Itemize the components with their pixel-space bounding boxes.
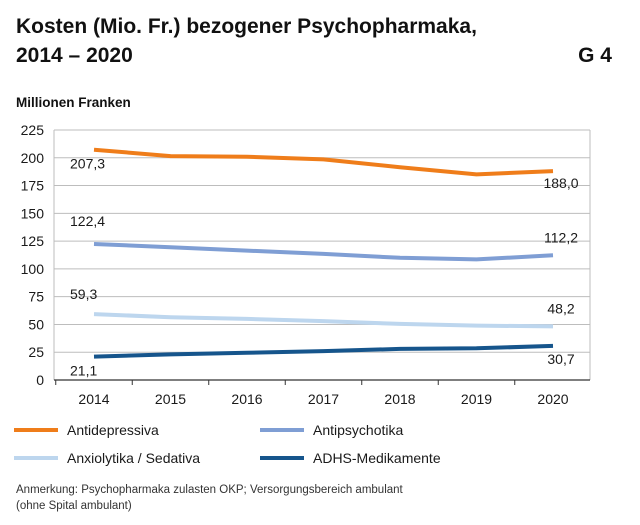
series-line-2 bbox=[93, 242, 554, 262]
data-label-last-2: 112,2 bbox=[544, 229, 578, 245]
figure-code: G 4 bbox=[578, 44, 612, 67]
data-label-first-3: 59,3 bbox=[70, 286, 97, 302]
y-tick-label: 25 bbox=[28, 344, 44, 360]
y-tick-label: 150 bbox=[21, 205, 45, 221]
data-label-first-2: 122,4 bbox=[70, 213, 105, 229]
data-label-last-1: 188,0 bbox=[543, 175, 578, 191]
y-tick-label: 75 bbox=[28, 289, 44, 305]
chart-title-line-1: Kosten (Mio. Fr.) bezogener Psychopharma… bbox=[16, 15, 477, 38]
x-tick-label: 2016 bbox=[231, 391, 262, 407]
y-tick-label: 175 bbox=[21, 178, 45, 194]
legend-item-adhs: ADHS-Medikamente bbox=[260, 450, 441, 466]
data-label-first-1: 207,3 bbox=[70, 156, 105, 172]
legend-item-antidepressiva: Antidepressiva bbox=[14, 422, 159, 438]
chart-title: Kosten (Mio. Fr.) bezogener Psychopharma… bbox=[16, 12, 536, 70]
y-tick-label: 100 bbox=[21, 261, 45, 277]
y-axis-unit-label: Millionen Franken bbox=[16, 95, 131, 110]
legend-swatch-adhs bbox=[260, 456, 304, 460]
x-tick-label: 2015 bbox=[155, 391, 186, 407]
data-label-last-4: 30,7 bbox=[547, 351, 574, 367]
footnote-line-1: Anmerkung: Psychopharmaka zulasten OKP; … bbox=[16, 484, 403, 496]
chart-title-line-2: 2014 – 2020 bbox=[16, 44, 133, 67]
legend-label-anxiolytika: Anxiolytika / Sedativa bbox=[67, 450, 201, 466]
x-tick-label: 2017 bbox=[308, 391, 339, 407]
legend-swatch-antipsychotika bbox=[260, 428, 304, 432]
x-tick-label: 2018 bbox=[384, 391, 415, 407]
x-tick-label: 2014 bbox=[78, 391, 109, 407]
series-line-3 bbox=[93, 312, 554, 329]
y-tick-label: 0 bbox=[36, 372, 44, 388]
legend-label-antipsychotika: Antipsychotika bbox=[313, 422, 404, 438]
y-tick-label: 125 bbox=[21, 233, 45, 249]
footnote-line-2: (ohne Spital ambulant) bbox=[16, 500, 132, 512]
y-tick-label: 225 bbox=[21, 122, 45, 138]
x-tick-label: 2019 bbox=[461, 391, 492, 407]
legend-item-antipsychotika: Antipsychotika bbox=[260, 422, 403, 438]
footnote: Anmerkung: Psychopharmaka zulasten OKP; … bbox=[16, 482, 403, 514]
x-tick-label: 2020 bbox=[537, 391, 568, 407]
legend-label-antidepressiva: Antidepressiva bbox=[67, 422, 159, 438]
y-tick-label: 200 bbox=[21, 150, 45, 166]
data-label-first-4: 21,1 bbox=[70, 363, 97, 379]
y-tick-label: 50 bbox=[28, 316, 44, 332]
legend-swatch-anxiolytika bbox=[14, 456, 58, 460]
legend-swatch-antidepressiva bbox=[14, 428, 58, 432]
legend-label-adhs: ADHS-Medikamente bbox=[313, 450, 441, 466]
series-line-4 bbox=[93, 343, 554, 359]
series-line-1 bbox=[93, 147, 554, 177]
legend-item-anxiolytika: Anxiolytika / Sedativa bbox=[14, 450, 200, 466]
data-label-last-3: 48,2 bbox=[547, 300, 574, 316]
